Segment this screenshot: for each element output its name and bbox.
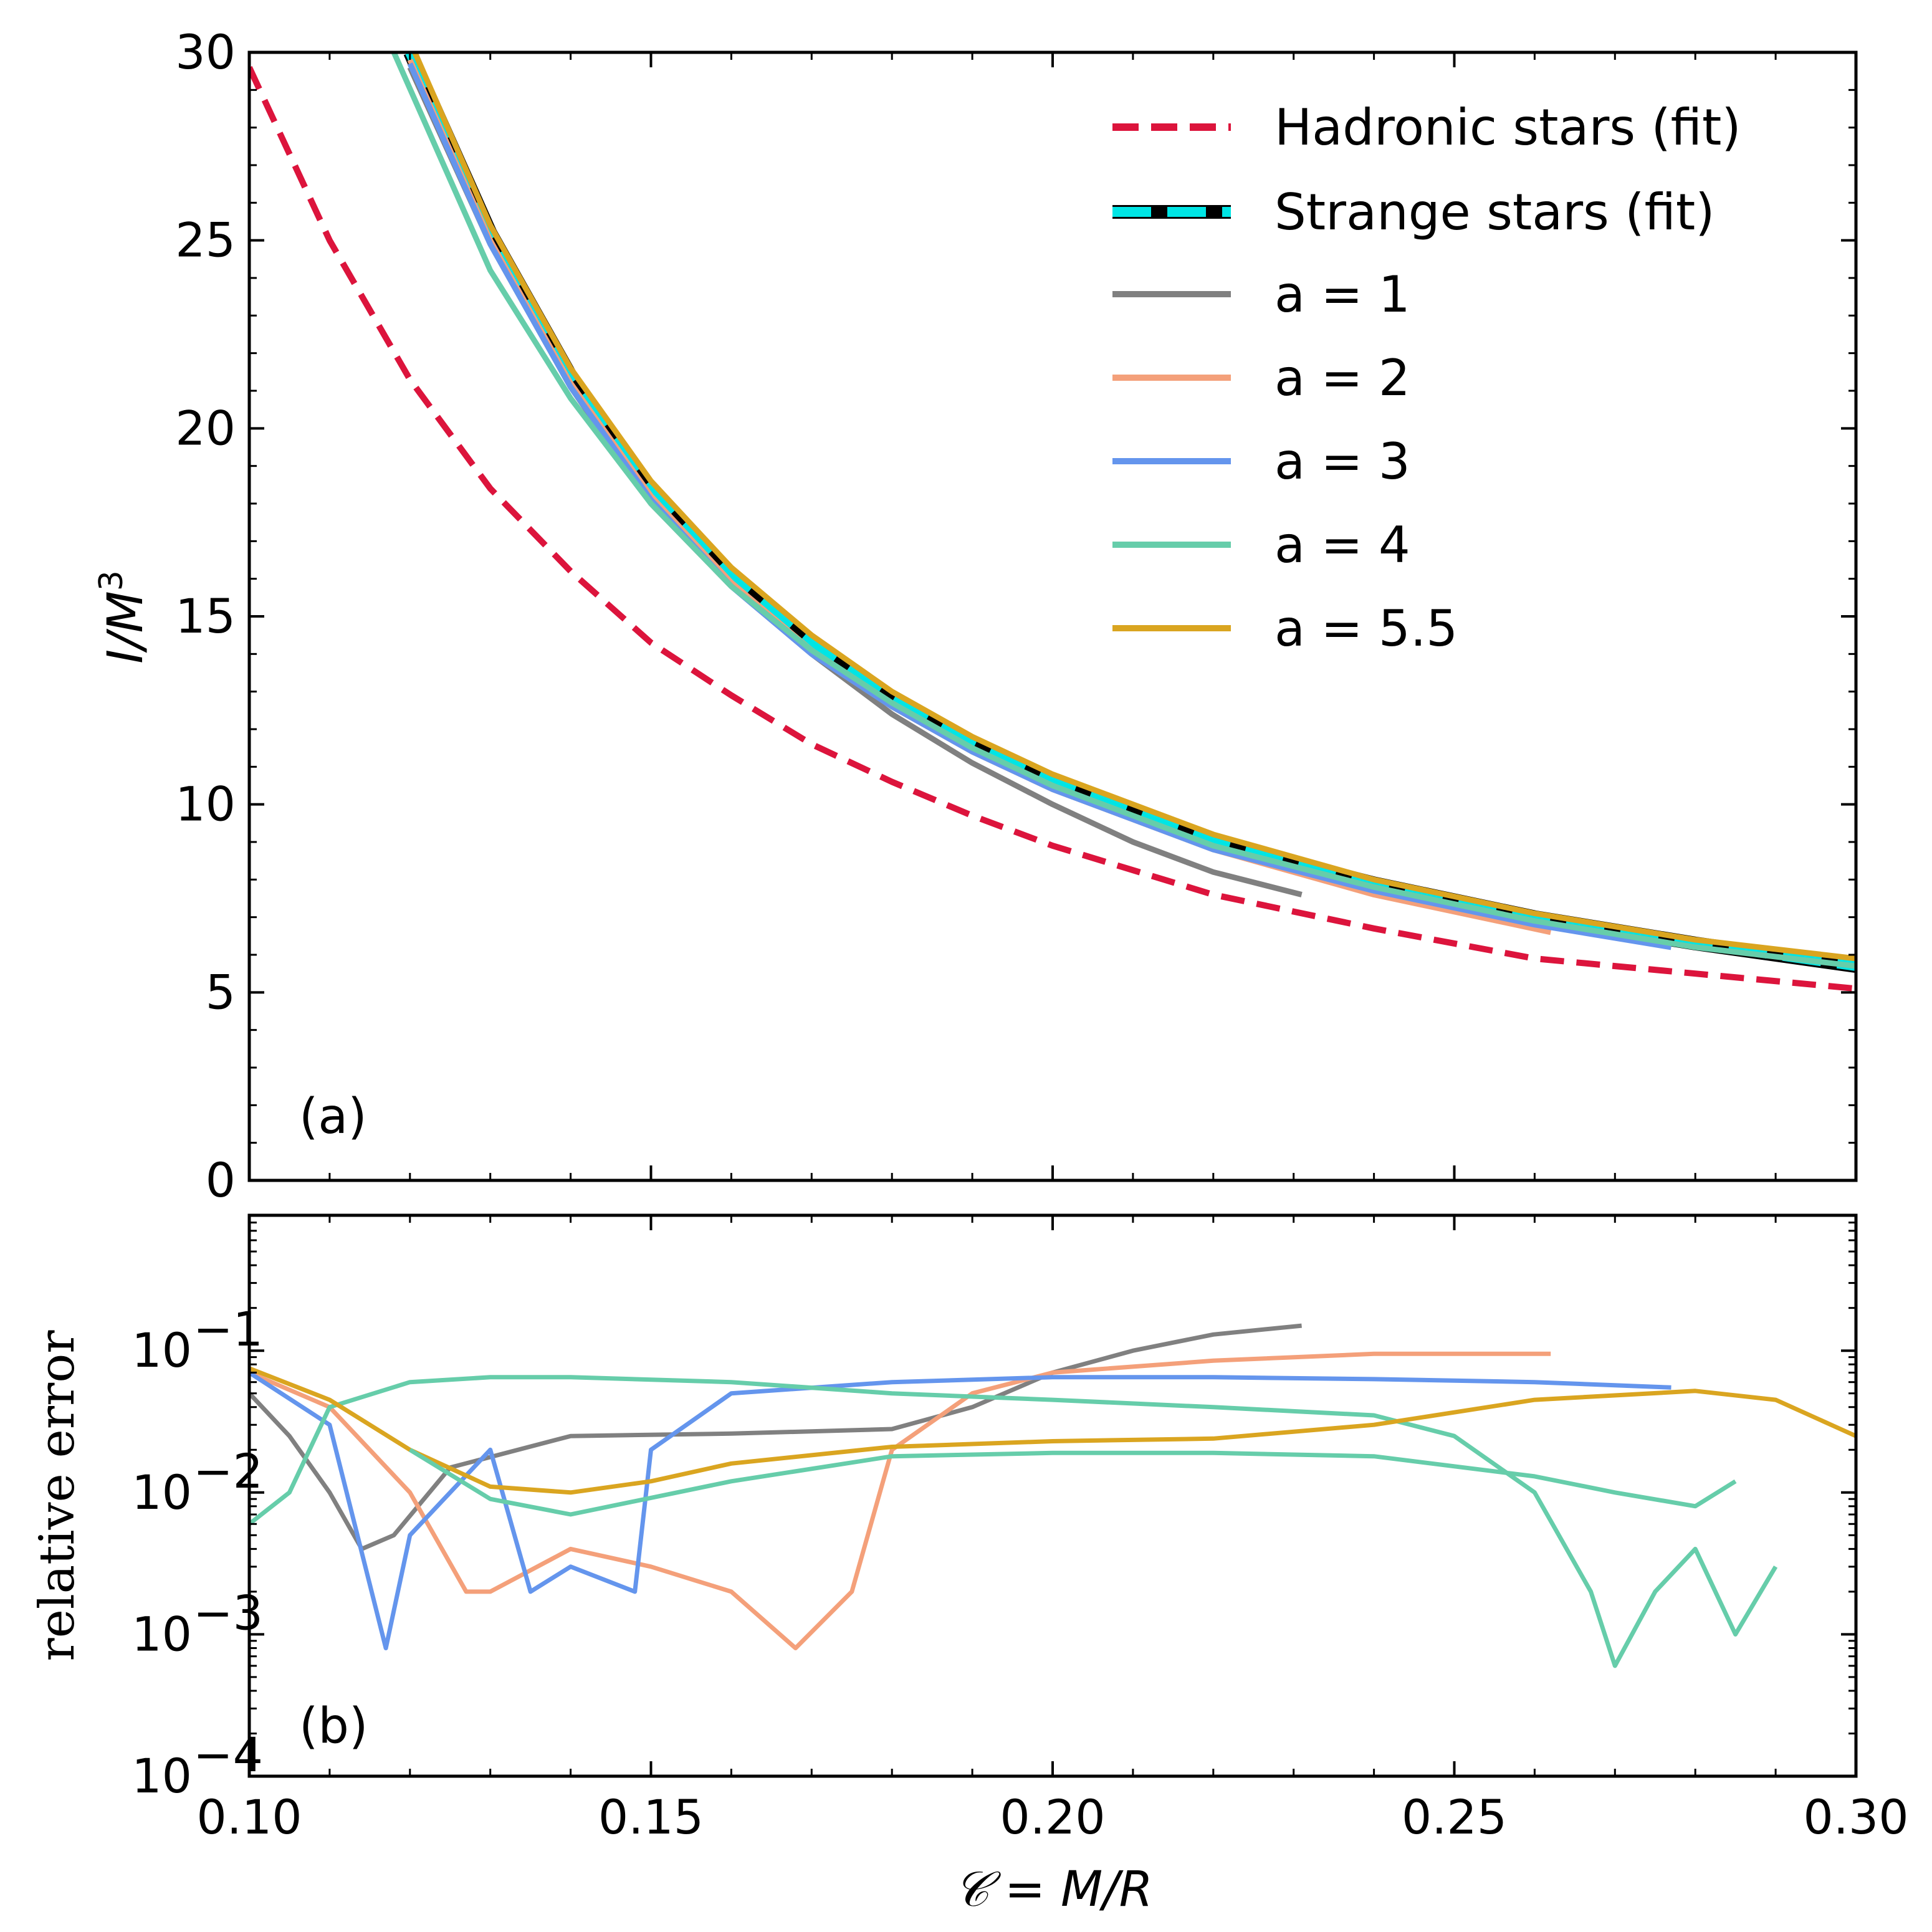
legend-label-hadronic: Hadronic stars (fit) [1274, 98, 1741, 156]
a-ytick-label: 25 [175, 213, 236, 268]
panel-a-tag: (a) [299, 1089, 367, 1145]
a-ytick-label: 10 [175, 777, 236, 832]
panel-b-tag: (b) [299, 1698, 368, 1754]
legend-label-a3: a = 3 [1274, 433, 1410, 490]
panel-a-ylabel-text: I/M [98, 591, 154, 664]
series-b-a-2 [249, 1351, 1551, 1650]
b-ytick-exponent: −2 [193, 1443, 263, 1499]
x-axis-label: 𝒞 = M/R [954, 1862, 1153, 1918]
panel-b-series [249, 1323, 1856, 1668]
b-ytick-exponent: −4 [193, 1727, 263, 1782]
series-a-hadronic-stars-fit [249, 65, 1856, 992]
panel-b: 10−410−310−210−1 0.10 0.15 0.20 0.25 0.30 (b… [29, 1213, 1909, 1918]
legend-label-a2: a = 2 [1274, 349, 1410, 407]
panel-b-yticks: 10−410−310−210−1 [132, 1214, 1856, 1804]
b-ytick-label: 10 [132, 1748, 192, 1804]
xtick-label: 0.30 [1803, 1789, 1908, 1845]
x-axis-label-rest: = M/R [989, 1862, 1153, 1918]
panel-a-xticks [248, 52, 1857, 1180]
a-ytick-label: 15 [175, 588, 236, 644]
xtick-label: 0.10 [196, 1789, 302, 1845]
panel-a-ylabel-sup: 3 [93, 570, 130, 591]
series-b-a-5-5 [249, 1366, 1856, 1495]
legend-label-a4: a = 4 [1274, 516, 1410, 574]
a-ytick-label: 20 [175, 400, 236, 456]
xtick-label: 0.20 [1000, 1789, 1105, 1845]
legend-label-a55: a = 5.5 [1274, 600, 1458, 658]
b-ytick-label: 10 [132, 1322, 192, 1378]
xtick-label: 0.25 [1402, 1789, 1507, 1845]
xtick-label: 0.15 [598, 1789, 704, 1845]
b-ytick-label: 10 [132, 1606, 192, 1662]
a-ytick-label: 30 [175, 24, 236, 80]
a-ytick-label: 5 [206, 964, 236, 1020]
panel-b-frame [247, 1213, 1858, 1778]
series-b-a-1 [249, 1323, 1302, 1551]
series-a-a-5-5 [411, 52, 1856, 962]
legend-label-a1: a = 1 [1274, 265, 1410, 323]
b-ytick-exponent: −3 [193, 1585, 263, 1640]
series-b-a-3 [249, 1370, 1671, 1650]
panel-b-xticks: 0.10 0.15 0.20 0.25 0.30 [196, 1215, 1909, 1845]
b-ytick-label: 10 [132, 1465, 192, 1520]
b-ytick-exponent: −1 [193, 1301, 263, 1357]
series-a-a-4 [391, 52, 1856, 969]
series-a-a-3 [407, 62, 1672, 950]
a-ytick-label: 0 [206, 1152, 236, 1208]
panel-a-yticks: 0 5 10 15 20 25 30 [175, 24, 1856, 1208]
series-a-strange-stars-fit [405, 52, 1856, 972]
panel-a-series [249, 52, 1856, 992]
legend: Hadronic stars (fit) Strange stars (fit)… [1112, 98, 1741, 658]
series-b-a-4-lower-branch [408, 1448, 1737, 1517]
series-b-a-4 [249, 1375, 1778, 1668]
panel-a: 0 5 10 15 20 25 30 (a) I/M3 Hadronic stars (fi… [93, 24, 1858, 1208]
panel-b-ylabel: relative error [29, 1330, 85, 1662]
legend-label-strange: Strange stars (fit) [1274, 183, 1714, 241]
series-a-a-1 [407, 66, 1303, 897]
panel-a-ylabel: I/M3 [93, 570, 154, 664]
